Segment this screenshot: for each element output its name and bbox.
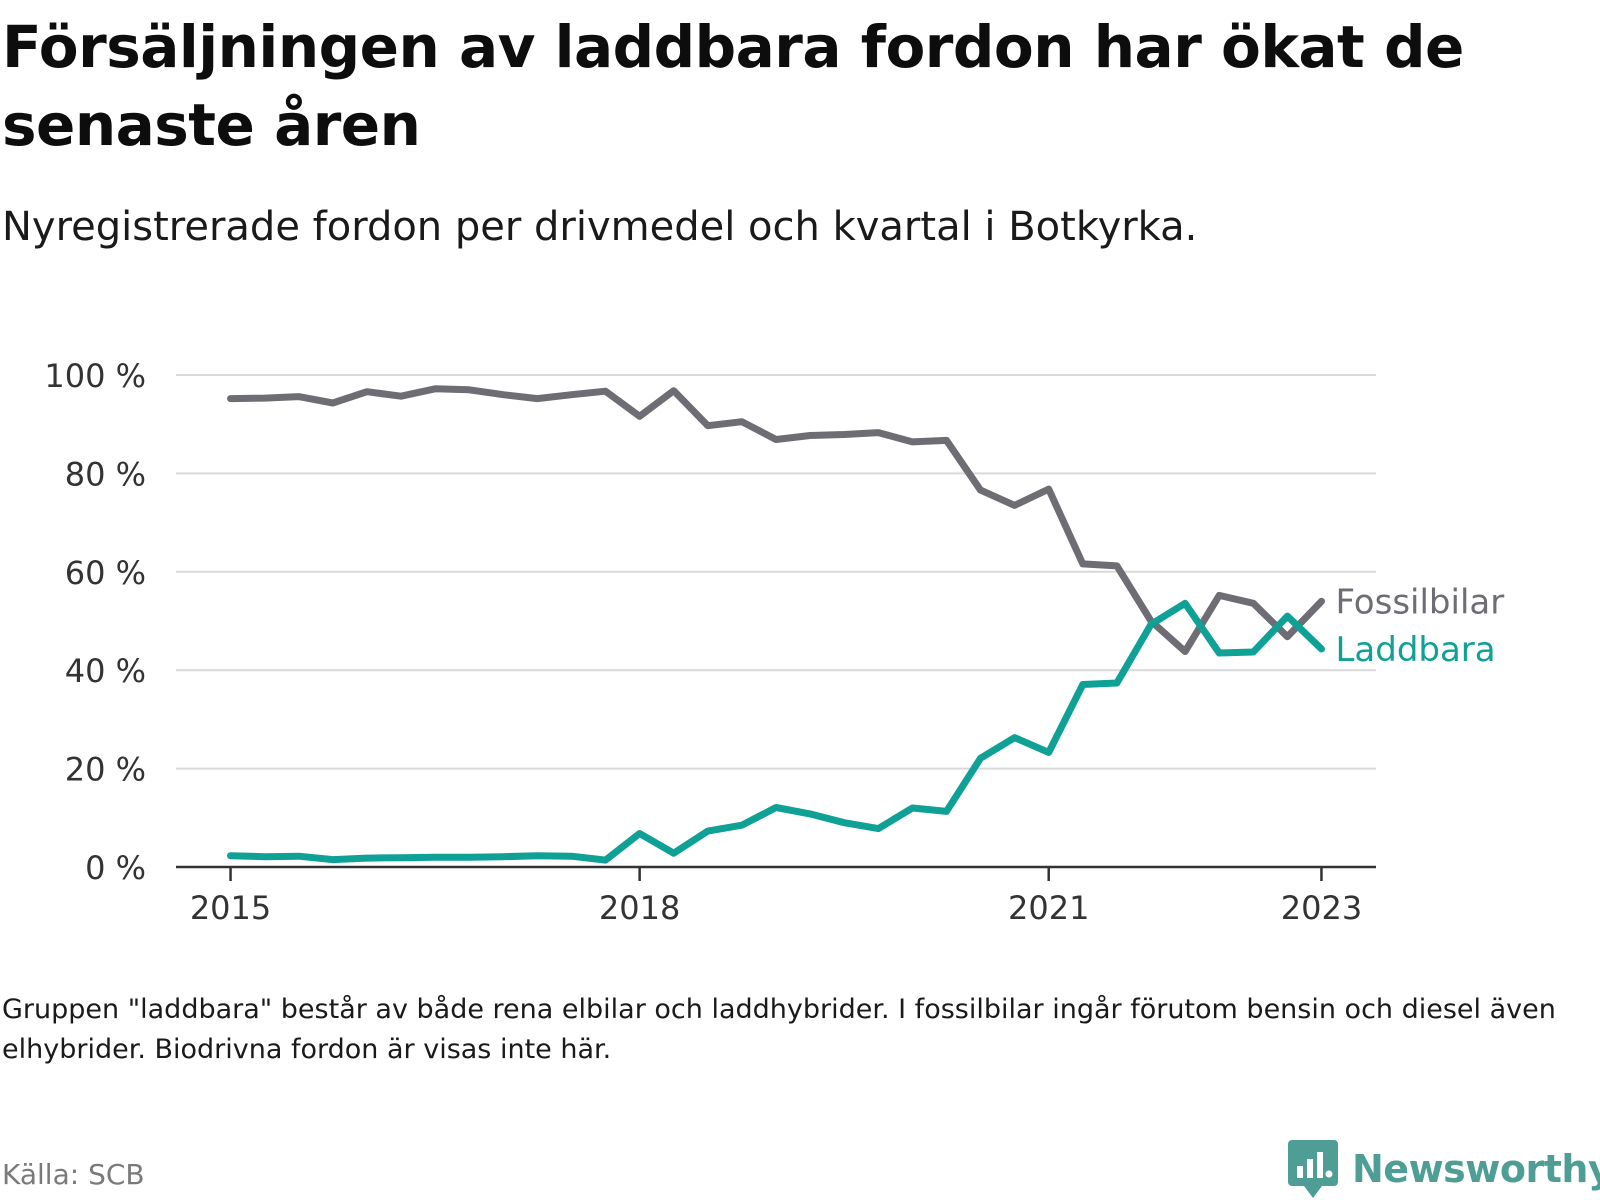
- y-tick-label: 60 %: [65, 554, 146, 592]
- series-lines: [227, 385, 1325, 864]
- chart-title: Försäljningen av laddbara fordon har öka…: [2, 13, 1464, 159]
- y-tick-label: 80 %: [65, 455, 146, 493]
- source-label: Källa: SCB: [2, 1158, 145, 1191]
- x-axis: 2015 2018 2021 2023: [176, 865, 1376, 927]
- gridlines: [176, 374, 1376, 770]
- y-axis-ticks: 0 % 20 % 40 % 60 % 80 % 100 %: [44, 357, 146, 887]
- x-tick-label: 2023: [1281, 889, 1362, 927]
- series-label-fossilbilar: Fossilbilar: [1335, 582, 1504, 622]
- series-labels: Fossilbilar Laddbara: [1335, 582, 1504, 670]
- line-chart: 0 % 20 % 40 % 60 % 80 % 100 % 2015 2018 2021 202…: [44, 357, 1504, 927]
- series-line-fossilbilar: [227, 385, 1325, 655]
- y-tick-label: 20 %: [65, 751, 146, 789]
- x-tick-label: 2021: [1008, 889, 1089, 927]
- y-tick-label: 100 %: [44, 357, 146, 395]
- y-tick-label: 40 %: [65, 652, 146, 690]
- y-tick-label: 0 %: [85, 849, 146, 887]
- newsworthy-icon: [1288, 1140, 1338, 1198]
- footnote: Gruppen "laddbara" består av både rena e…: [2, 994, 1556, 1065]
- x-tick-label: 2015: [190, 889, 271, 927]
- x-tick-label: 2018: [599, 889, 680, 927]
- brand-name: Newsworthy: [1352, 1147, 1600, 1191]
- newsworthy-logo[interactable]: Newsworthy: [1288, 1140, 1600, 1198]
- chart-subtitle: Nyregistrerade fordon per drivmedel och …: [2, 204, 1198, 250]
- series-label-laddbara: Laddbara: [1335, 630, 1495, 670]
- series-line-laddbara: [227, 599, 1325, 864]
